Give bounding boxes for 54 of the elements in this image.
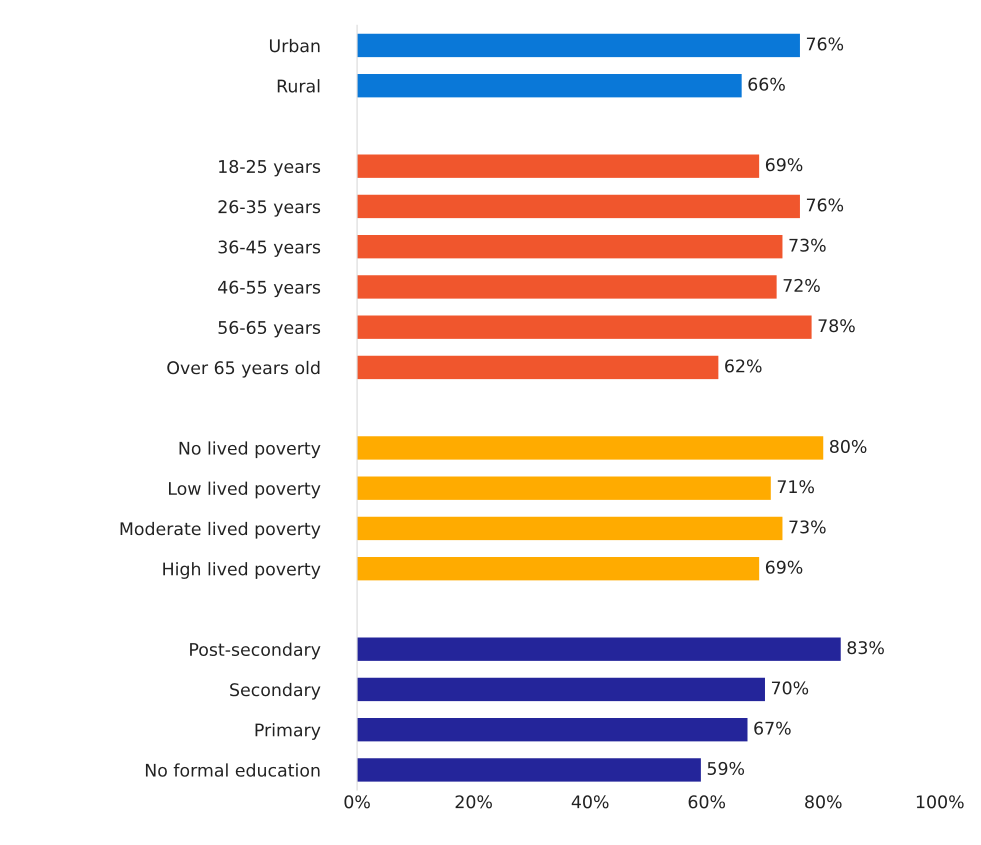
data-label: 76% (806, 37, 844, 51)
x-tick-label: 40% (572, 795, 609, 808)
x-tick-label: 20% (456, 795, 492, 808)
y-tick-label: Urban (270, 38, 320, 52)
x-tick-label: 100% (916, 795, 964, 808)
bar (357, 356, 718, 380)
y-tick-label: No lived poverty (180, 441, 320, 458)
bar (357, 235, 782, 258)
data-label: 72% (784, 278, 820, 292)
y-tick-label: Post-secondary (190, 642, 320, 660)
bar (357, 557, 760, 580)
y-tick-label: Moderate lived poverty (120, 522, 320, 539)
bar (357, 638, 841, 661)
data-label: 80% (830, 440, 866, 453)
data-label: 59% (708, 762, 744, 775)
bar (357, 718, 748, 742)
x-tick-label: 60% (688, 795, 726, 808)
data-label: 69% (766, 560, 802, 574)
data-label: 62% (725, 359, 762, 372)
y-tick-label: High lived poverty (163, 562, 320, 579)
bar (357, 758, 701, 782)
data-label: 67% (754, 722, 791, 735)
y-tick-label: 56-65 years (218, 320, 320, 338)
bar (357, 275, 777, 299)
data-label: 70% (772, 681, 808, 694)
data-label: 76% (806, 198, 844, 212)
bar (357, 316, 812, 339)
bar (357, 678, 765, 702)
y-tick-label: 26-35 years (218, 200, 320, 217)
data-label: 73% (789, 520, 826, 534)
x-tick-label: 80% (805, 795, 842, 808)
y-tick-label: 18-25 years (219, 160, 320, 176)
data-label: 66% (748, 78, 785, 91)
y-tick-label: Low lived poverty (169, 482, 320, 498)
x-tick-label: 0% (344, 795, 370, 808)
y-tick-label: Secondary (230, 682, 320, 700)
bar (357, 476, 771, 500)
data-label: 78% (818, 319, 855, 332)
y-tick-label: No formal education (146, 763, 320, 777)
bar (357, 154, 760, 178)
y-tick-label: Over 65 years old (167, 360, 320, 378)
bar (357, 436, 824, 460)
data-label: 83% (847, 641, 884, 654)
bar (357, 516, 782, 540)
y-tick-label: Rural (278, 79, 320, 93)
data-label: 69% (766, 158, 802, 172)
y-tick-label: 36-45 years (218, 240, 320, 257)
data-label: 73% (789, 238, 826, 252)
y-tick-label: 46-55 years (218, 280, 320, 298)
data-label: 71% (778, 480, 814, 494)
bar (357, 34, 800, 58)
y-tick-label: Primary (256, 723, 320, 740)
bar (357, 74, 742, 98)
bar (357, 194, 800, 218)
